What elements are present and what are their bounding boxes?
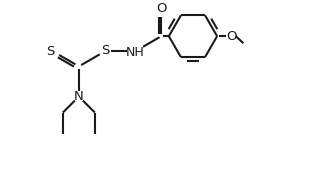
Text: N: N bbox=[74, 90, 84, 103]
Text: O: O bbox=[226, 30, 236, 43]
Text: S: S bbox=[46, 45, 54, 58]
Text: S: S bbox=[101, 44, 109, 57]
Text: NH: NH bbox=[126, 46, 145, 59]
Text: O: O bbox=[156, 2, 166, 15]
